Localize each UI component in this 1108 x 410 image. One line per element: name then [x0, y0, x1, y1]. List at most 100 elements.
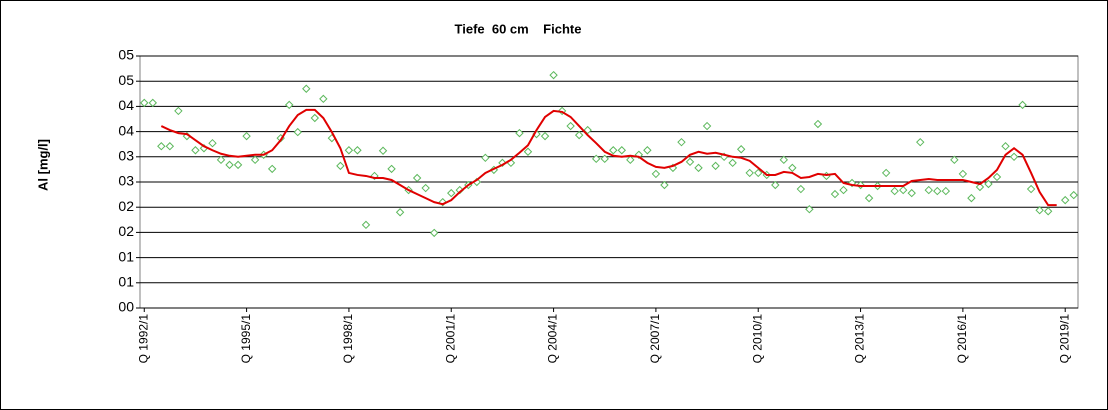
data-point [813, 119, 823, 129]
data-point [1001, 142, 1010, 151]
data-point [233, 160, 243, 170]
data-point [361, 220, 371, 230]
data-point [839, 185, 848, 195]
data-point [148, 98, 157, 108]
data-point [523, 147, 533, 156]
y-tick-label: 01 [118, 274, 134, 290]
data-point [771, 180, 780, 190]
data-point [540, 131, 550, 141]
data-point [694, 163, 703, 173]
data-point [890, 186, 899, 196]
data-point [353, 146, 362, 155]
data-point [933, 186, 942, 196]
y-tick-label: 05 [118, 47, 134, 63]
data-point [788, 163, 797, 173]
data-point [711, 161, 720, 171]
data-point [1035, 206, 1044, 215]
data-point [242, 131, 251, 141]
data-point [515, 128, 524, 138]
y-tick-label: 03 [118, 173, 134, 189]
y-tick-label: 00 [118, 299, 134, 315]
data-point [165, 142, 175, 151]
data-point [174, 106, 183, 116]
data-point [336, 161, 345, 171]
x-tick-label: Q 2004/1 [546, 314, 560, 364]
data-point [225, 160, 234, 170]
data-point [805, 205, 814, 214]
y-tick-label: 05 [118, 72, 134, 88]
data-point [924, 185, 933, 195]
data-point [1043, 207, 1053, 216]
data-point [958, 169, 968, 179]
data-point [310, 113, 320, 123]
x-tick-label: Q 2010/1 [750, 314, 764, 364]
data-point [549, 70, 558, 80]
data-point [387, 164, 396, 174]
data-point [617, 146, 626, 155]
x-tick-label: Q 2001/1 [443, 314, 457, 364]
chart-title: Tiefe 60 cm Fichte [455, 21, 582, 36]
y-tick-label: 01 [118, 248, 134, 264]
data-point [412, 173, 422, 183]
data-point [677, 137, 686, 147]
data-point [1018, 100, 1027, 110]
data-point [907, 188, 916, 198]
x-tick-label: Q 2007/1 [648, 314, 662, 364]
y-tick-label: 02 [118, 223, 134, 239]
data-point [191, 146, 200, 155]
data-point [592, 154, 601, 164]
data-point [566, 121, 575, 131]
data-point [660, 180, 669, 190]
data-point [208, 138, 217, 148]
data-point [796, 184, 806, 194]
data-point [421, 183, 430, 193]
x-tick-label: Q 1992/1 [136, 314, 150, 364]
data-point [779, 155, 789, 165]
data-point [643, 146, 652, 155]
data-point [447, 188, 456, 198]
data-point [319, 94, 328, 104]
data-point [881, 168, 891, 178]
data-point [702, 121, 712, 131]
data-point [609, 146, 618, 155]
x-tick-label: Q 2013/1 [853, 314, 867, 364]
data-point [481, 153, 490, 163]
y-tick-label: 03 [118, 148, 134, 164]
y-axis-label: Al [mg/l] [35, 139, 50, 191]
data-point [745, 168, 754, 178]
data-point [916, 137, 925, 147]
y-tick-label: 04 [118, 97, 134, 113]
y-tick-label: 04 [118, 122, 134, 138]
data-point [285, 100, 294, 110]
data-point [950, 155, 959, 165]
data-point [626, 155, 635, 165]
data-point [651, 169, 661, 179]
x-tick-label: Q 1995/1 [239, 314, 253, 364]
data-point [1009, 152, 1019, 162]
x-tick-label: Q 1998/1 [341, 314, 355, 364]
trend-line [160, 108, 1057, 207]
data-point [1061, 195, 1070, 205]
data-point [975, 182, 985, 192]
data-point [992, 172, 1002, 182]
data-point [600, 154, 609, 164]
data-point [967, 193, 976, 203]
data-point [216, 155, 226, 165]
y-tick-label: 02 [118, 198, 134, 214]
data-point [395, 208, 405, 217]
data-point [293, 127, 302, 137]
data-point [429, 228, 439, 238]
data-point [1026, 184, 1036, 194]
data-point [685, 157, 695, 167]
data-point [157, 142, 166, 151]
data-point [378, 146, 388, 155]
data-point [864, 193, 874, 203]
data-point [302, 84, 311, 93]
x-tick-label: Q 2016/1 [955, 314, 969, 364]
data-point [728, 158, 737, 168]
data-point [574, 130, 584, 140]
data-point [984, 179, 993, 189]
data-point [1069, 190, 1078, 200]
data-point [140, 98, 149, 108]
